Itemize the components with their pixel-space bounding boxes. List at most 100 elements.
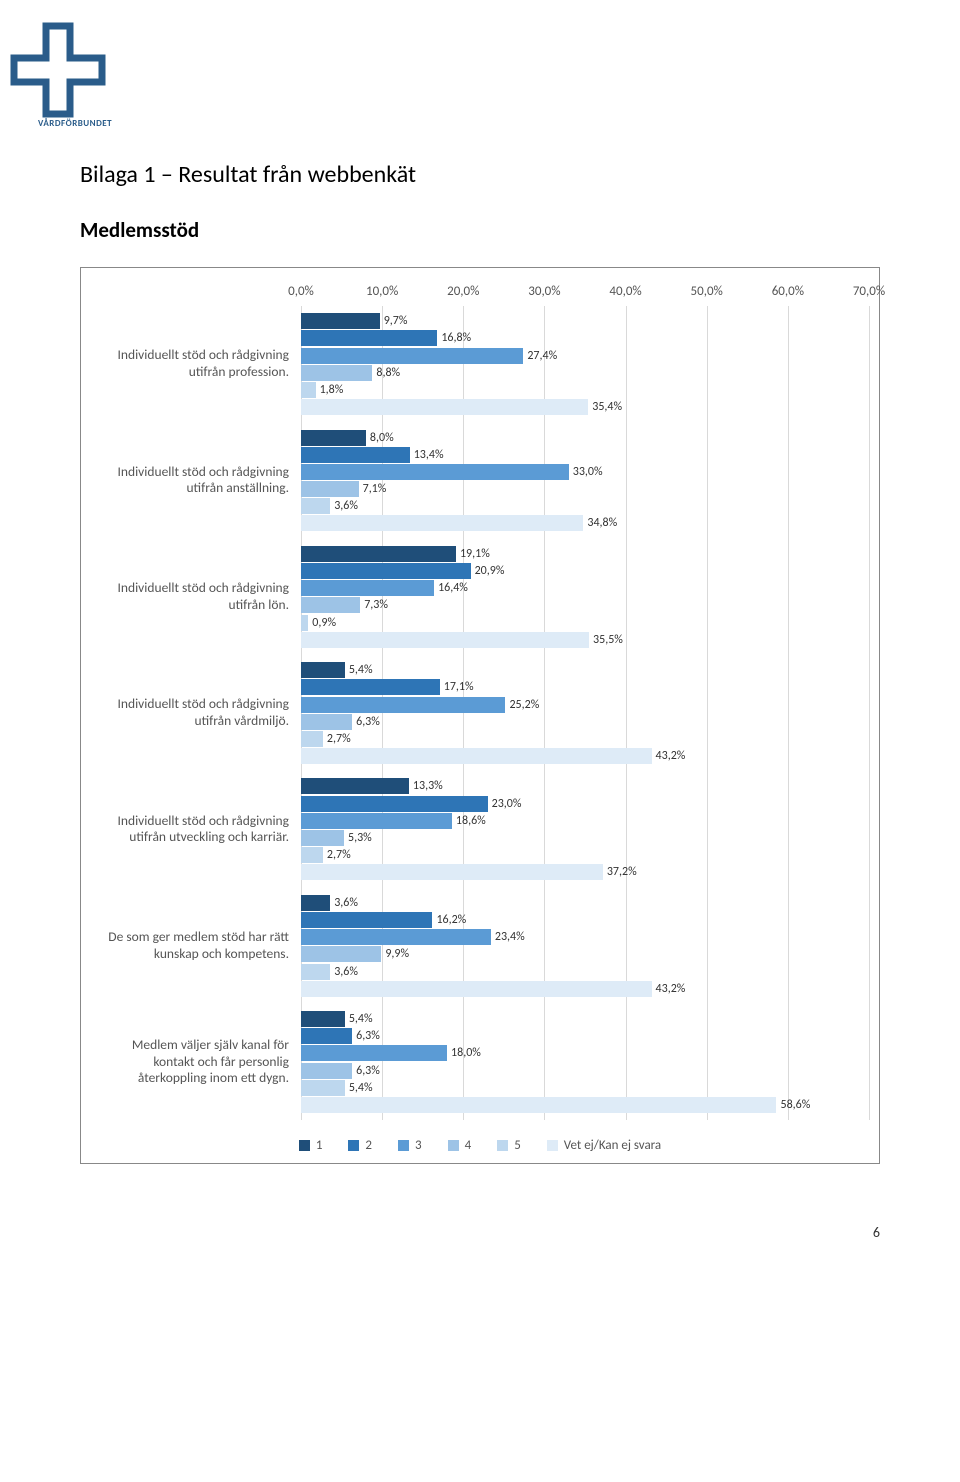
value-label: 16,2% [436, 913, 466, 927]
x-axis-tick: 0,0% [288, 284, 314, 299]
bar-row: 23,4% [301, 929, 869, 945]
bar-row: 43,2% [301, 981, 869, 997]
value-label: 1,8% [320, 383, 344, 397]
value-label: 9,9% [385, 947, 409, 961]
bar-row: 58,6% [301, 1097, 869, 1113]
legend-swatch [348, 1140, 359, 1151]
bar [301, 632, 589, 648]
bar-row: 5,4% [301, 1080, 869, 1096]
bar [301, 447, 410, 463]
bar [301, 697, 505, 713]
value-label: 34,8% [587, 516, 617, 530]
page-title: Bilaga 1 – Resultat från webbenkät [80, 160, 880, 189]
bar-row: 6,3% [301, 714, 869, 730]
bar [301, 813, 452, 829]
value-label: 7,1% [363, 482, 387, 496]
group-label: Individuellt stöd och rådgivning utifrån… [91, 771, 301, 887]
bar [301, 313, 380, 329]
section-title: Medlemsstöd [80, 217, 880, 243]
bar-row: 13,4% [301, 447, 869, 463]
bars-column: 5,4%6,3%18,0%6,3%5,4%58,6% [301, 1004, 869, 1120]
value-label: 13,4% [414, 448, 444, 462]
value-label: 23,4% [495, 930, 525, 944]
bar-row: 0,9% [301, 615, 869, 631]
value-label: 20,9% [475, 564, 505, 578]
value-label: 18,6% [456, 814, 486, 828]
bar-row: 1,8% [301, 382, 869, 398]
bar [301, 1063, 352, 1079]
value-label: 5,3% [348, 831, 372, 845]
legend-label: 1 [316, 1138, 323, 1153]
bar-row: 35,5% [301, 632, 869, 648]
value-label: 2,7% [327, 848, 351, 862]
brand-logo: VÅRDFÖRBUNDET [0, 20, 120, 129]
bar-row: 35,4% [301, 399, 869, 415]
value-label: 13,3% [413, 779, 443, 793]
bar-row: 16,8% [301, 330, 869, 346]
bar-row: 9,7% [301, 313, 869, 329]
value-label: 5,4% [349, 1012, 373, 1026]
bar [301, 778, 409, 794]
bar-row: 7,3% [301, 597, 869, 613]
value-label: 17,1% [444, 680, 474, 694]
bar [301, 515, 583, 531]
bar [301, 981, 652, 997]
value-label: 6,3% [356, 715, 380, 729]
bar-row: 3,6% [301, 895, 869, 911]
bar [301, 546, 456, 562]
legend-label: 2 [365, 1138, 372, 1153]
value-label: 16,8% [441, 331, 471, 345]
value-label: 3,6% [334, 499, 358, 513]
bar-row: 34,8% [301, 515, 869, 531]
bar-row: 2,7% [301, 731, 869, 747]
value-label: 6,3% [356, 1029, 380, 1043]
chart-legend: 1 2 3 4 5 Vet ej/Kan ej svara [91, 1138, 869, 1153]
value-label: 27,4% [527, 349, 557, 363]
legend-label: 4 [465, 1138, 472, 1153]
legend-label: Vet ej/Kan ej svara [564, 1138, 661, 1153]
axis-spacer [91, 284, 301, 306]
chart-group: De som ger medlem stöd har rätt kunskap … [91, 888, 869, 1004]
horizontal-bar-chart: 0,0%10,0%20,0%30,0%40,0%50,0%60,0%70,0% … [91, 284, 869, 1153]
document-page: VÅRDFÖRBUNDET Bilaga 1 – Resultat från w… [0, 0, 960, 1281]
bar-row: 16,2% [301, 912, 869, 928]
group-label: Individuellt stöd och rådgivning utifrån… [91, 655, 301, 771]
bar-row: 20,9% [301, 563, 869, 579]
x-axis-labels: 0,0%10,0%20,0%30,0%40,0%50,0%60,0%70,0% [301, 284, 869, 306]
value-label: 19,1% [460, 547, 490, 561]
bar [301, 399, 588, 415]
bar [301, 330, 437, 346]
legend-item: 3 [398, 1138, 422, 1153]
value-label: 25,2% [509, 698, 539, 712]
value-label: 5,4% [349, 663, 373, 677]
bar [301, 580, 434, 596]
bar [301, 430, 366, 446]
bar-row: 8,8% [301, 365, 869, 381]
chart-group: Individuellt stöd och rådgivning utifrån… [91, 306, 869, 422]
bar-row: 8,0% [301, 430, 869, 446]
bar [301, 796, 488, 812]
value-label: 3,6% [334, 896, 358, 910]
value-label: 8,0% [370, 431, 394, 445]
bar [301, 481, 359, 497]
group-label: Individuellt stöd och rådgivning utifrån… [91, 306, 301, 422]
x-axis-tick: 70,0% [853, 284, 885, 299]
chart-group: Individuellt stöd och rådgivning utifrån… [91, 771, 869, 887]
legend-label: 3 [415, 1138, 422, 1153]
bar-row: 37,2% [301, 864, 869, 880]
chart-group: Individuellt stöd och rådgivning utifrån… [91, 539, 869, 655]
group-label: Individuellt stöd och rådgivning utifrån… [91, 422, 301, 538]
value-label: 43,2% [656, 749, 686, 763]
legend-item: 1 [299, 1138, 323, 1153]
bar-row: 18,0% [301, 1045, 869, 1061]
legend-item: 5 [497, 1138, 521, 1153]
bar [301, 847, 323, 863]
bars-column: 19,1% 20,9% 16,4%7,3% 0,9%35,5% [301, 539, 869, 655]
value-label: 35,4% [592, 400, 622, 414]
legend-swatch [299, 1140, 310, 1151]
chart-container: 0,0%10,0%20,0%30,0%40,0%50,0%60,0%70,0% … [80, 267, 880, 1164]
bar [301, 563, 471, 579]
value-label: 8,8% [376, 366, 400, 380]
bar-row: 16,4% [301, 580, 869, 596]
bar [301, 946, 381, 962]
